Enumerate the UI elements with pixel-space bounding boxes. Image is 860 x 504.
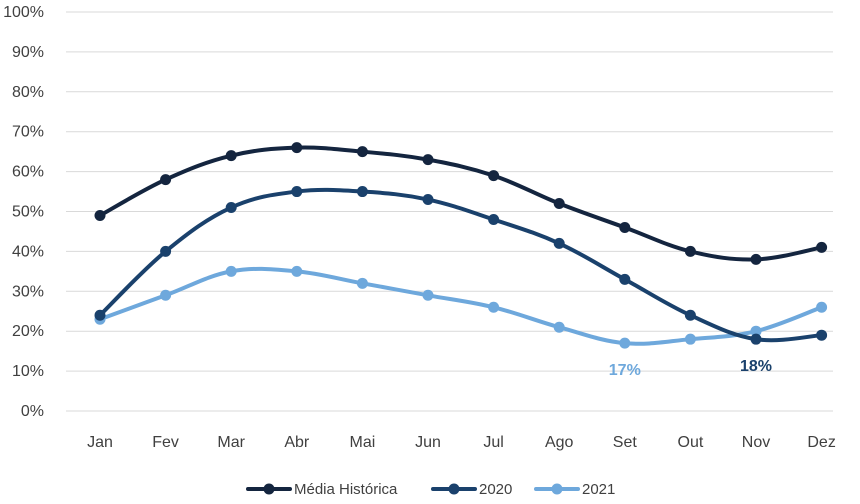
data-point bbox=[225, 150, 237, 162]
y-tick-label: 20% bbox=[12, 323, 44, 340]
data-point bbox=[160, 289, 172, 301]
data-point bbox=[816, 241, 828, 253]
data-point bbox=[422, 194, 434, 206]
data-point bbox=[619, 273, 631, 285]
data-point bbox=[684, 245, 696, 257]
y-tick-label: 60% bbox=[12, 164, 44, 181]
data-point bbox=[356, 146, 368, 158]
data-point bbox=[422, 154, 434, 166]
data-point bbox=[488, 213, 500, 225]
x-tick-label: Jul bbox=[483, 434, 503, 451]
legend-label: 2020 bbox=[479, 481, 512, 498]
data-point bbox=[94, 209, 106, 221]
data-point bbox=[160, 245, 172, 257]
series-layer bbox=[94, 142, 828, 349]
data-point bbox=[684, 333, 696, 345]
data-point bbox=[225, 202, 237, 214]
series-line bbox=[98, 187, 824, 343]
data-label: 17% bbox=[609, 362, 641, 379]
data-point bbox=[225, 265, 237, 277]
y-tick-label: 30% bbox=[12, 283, 44, 300]
series-1 bbox=[94, 186, 828, 345]
x-tick-label: Fev bbox=[152, 434, 179, 451]
legend-label: Média Histórica bbox=[294, 481, 398, 498]
x-tick-label: Abr bbox=[284, 434, 310, 451]
data-point bbox=[553, 237, 565, 249]
legend-item: 2020 bbox=[431, 481, 512, 498]
data-point bbox=[291, 186, 303, 198]
data-point bbox=[619, 221, 631, 233]
data-point bbox=[553, 198, 565, 210]
data-point bbox=[488, 301, 500, 313]
legend-item: Média Histórica bbox=[246, 481, 398, 498]
y-tick-label: 100% bbox=[3, 4, 44, 21]
data-point bbox=[160, 174, 172, 186]
data-point bbox=[750, 325, 762, 337]
legend-swatch-marker bbox=[551, 483, 563, 495]
data-point bbox=[553, 321, 565, 333]
x-tick-label: Dez bbox=[807, 434, 835, 451]
series-0 bbox=[94, 142, 828, 265]
data-point bbox=[291, 265, 303, 277]
legend: Média Histórica 2020 2021 bbox=[246, 481, 615, 498]
data-point bbox=[356, 186, 368, 198]
y-tick-label: 50% bbox=[12, 204, 44, 221]
data-point bbox=[94, 309, 106, 321]
y-tick-label: 10% bbox=[12, 363, 44, 380]
data-point bbox=[291, 142, 303, 154]
x-axis-ticks: Jan Fev Mar Abr Mai Jun Jul Ago Set Out Nov Dez bbox=[87, 434, 836, 451]
series-line bbox=[98, 145, 824, 262]
x-tick-label: Out bbox=[678, 434, 704, 451]
series-2 bbox=[94, 265, 828, 349]
data-point bbox=[619, 337, 631, 349]
data-point bbox=[356, 277, 368, 289]
legend-item: 2021 bbox=[534, 481, 615, 498]
x-tick-label: Mai bbox=[350, 434, 376, 451]
data-point bbox=[816, 329, 828, 341]
series-line bbox=[98, 266, 824, 346]
data-point bbox=[422, 289, 434, 301]
y-tick-label: 80% bbox=[12, 84, 44, 101]
annotation-layer: 17% 18% bbox=[609, 358, 772, 379]
y-tick-label: 90% bbox=[12, 44, 44, 61]
y-tick-label: 70% bbox=[12, 124, 44, 141]
legend-swatch-marker bbox=[263, 483, 275, 495]
x-tick-label: Ago bbox=[545, 434, 574, 451]
data-point bbox=[488, 170, 500, 182]
x-tick-label: Set bbox=[613, 434, 638, 451]
data-point bbox=[684, 309, 696, 321]
data-point bbox=[750, 333, 762, 345]
y-tick-label: 0% bbox=[21, 403, 44, 420]
x-tick-label: Jun bbox=[415, 434, 441, 451]
legend-swatch-marker bbox=[448, 483, 460, 495]
data-point bbox=[750, 253, 762, 265]
y-axis-ticks: 0% 10% 20% 30% 40% 50% 60% 70% 80% 90% 100% bbox=[3, 4, 44, 420]
legend-label: 2021 bbox=[582, 481, 615, 498]
x-tick-label: Nov bbox=[742, 434, 770, 451]
x-tick-label: Mar bbox=[217, 434, 245, 451]
grid-layer bbox=[66, 11, 833, 412]
data-label: 18% bbox=[740, 358, 772, 375]
y-tick-label: 40% bbox=[12, 243, 44, 260]
data-point bbox=[816, 301, 828, 313]
x-tick-label: Jan bbox=[87, 434, 113, 451]
